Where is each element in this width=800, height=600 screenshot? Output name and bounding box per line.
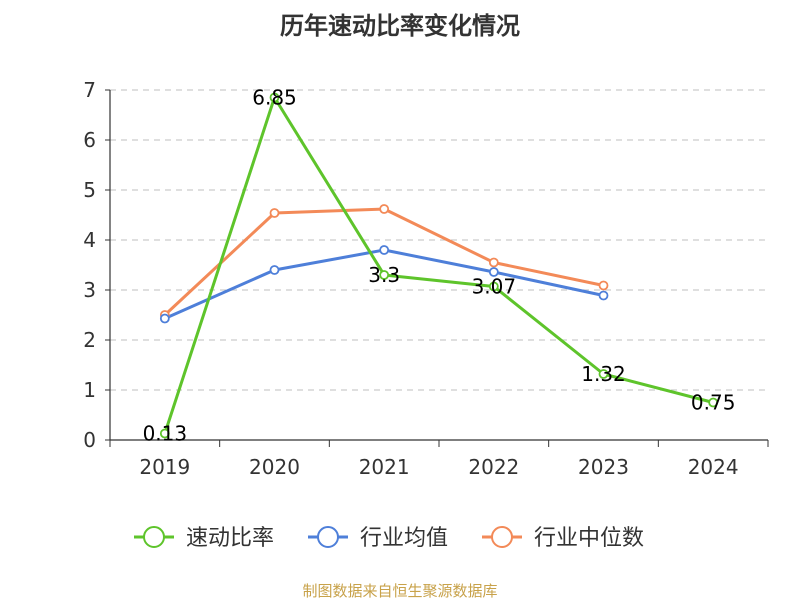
data-point xyxy=(708,397,719,408)
x-tick-label: 2021 xyxy=(359,455,410,479)
y-tick-label: 4 xyxy=(83,228,96,252)
series-line-2 xyxy=(163,207,605,317)
chart-title: 历年速动比率变化情况 xyxy=(280,12,520,40)
x-tick-label: 2022 xyxy=(468,455,519,479)
y-tick-label: 3 xyxy=(83,278,96,302)
x-tick-label: 2019 xyxy=(139,455,190,479)
data-label: 6.85 xyxy=(252,86,297,110)
data-point xyxy=(379,270,390,280)
data-label: 0.75 xyxy=(691,391,736,415)
data-label: 3.07 xyxy=(472,275,517,299)
y-tick-label: 2 xyxy=(83,328,96,352)
legend-label: 行业中位数 xyxy=(534,526,644,551)
legend-marker xyxy=(317,526,339,548)
y-tick-label: 6 xyxy=(83,128,96,152)
data-point xyxy=(598,290,609,301)
source-note: 制图数据来自恒生聚源数据库 xyxy=(302,582,497,600)
legend-label: 速动比率 xyxy=(186,526,274,551)
y-tick-label: 7 xyxy=(83,78,96,102)
legend-label: 行业均值 xyxy=(360,526,448,551)
legend-item: 速动比率 xyxy=(134,526,274,551)
y-tick-label: 0 xyxy=(83,428,96,452)
legend-marker xyxy=(491,526,513,548)
data-point xyxy=(598,369,609,379)
data-point xyxy=(598,280,609,291)
data-point xyxy=(488,257,499,268)
legend-item: 行业均值 xyxy=(308,526,448,551)
legend-item: 行业中位数 xyxy=(482,526,644,551)
data-point xyxy=(269,265,280,275)
data-label: 1.32 xyxy=(581,362,626,386)
data-point xyxy=(159,428,170,439)
data-point xyxy=(379,204,390,214)
data-point xyxy=(379,245,390,255)
data-label: 3.3 xyxy=(368,263,400,287)
y-tick-label: 5 xyxy=(83,178,96,202)
data-point xyxy=(269,92,280,103)
data-point xyxy=(269,208,280,218)
data-label: 0.13 xyxy=(143,422,188,446)
series-line-0 xyxy=(163,96,715,435)
data-point xyxy=(488,281,499,292)
x-tick-label: 2024 xyxy=(688,455,739,479)
legend-marker xyxy=(143,526,165,548)
y-tick-label: 1 xyxy=(83,378,96,402)
data-point xyxy=(159,313,170,324)
x-tick-label: 2023 xyxy=(578,455,629,479)
data-point xyxy=(488,267,499,277)
x-tick-label: 2020 xyxy=(249,455,300,479)
